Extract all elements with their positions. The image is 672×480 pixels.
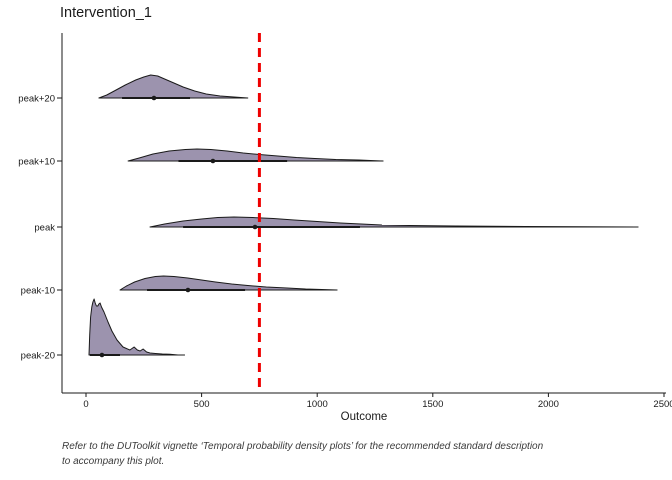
density-row-peak+20: [98, 74, 249, 101]
x-axis-title: Outcome: [340, 411, 388, 423]
x-tick-label: 2500: [653, 399, 672, 410]
y-axis-label: peak-20: [21, 351, 55, 362]
density-curve: [119, 275, 338, 291]
caption-line-2: to accompany this plot.: [62, 456, 165, 467]
x-tick-label: 1500: [422, 399, 443, 410]
x-tick-label: 0: [83, 399, 88, 410]
density-curve: [149, 216, 639, 228]
density-curve: [88, 298, 179, 356]
median-point: [252, 224, 258, 230]
x-tick-label: 2000: [538, 399, 559, 410]
density-row-peak+10: [127, 148, 384, 164]
median-point: [210, 158, 216, 164]
density-row-peak-20: [88, 298, 185, 358]
x-tick-label: 500: [194, 399, 210, 410]
median-point: [99, 352, 105, 358]
density-curve: [127, 148, 384, 162]
y-axis-label: peak-10: [21, 286, 55, 297]
density-row-peak-10: [119, 275, 338, 293]
median-point: [185, 287, 191, 293]
density-row-peak: [149, 216, 639, 230]
y-axis-label: peak+20: [18, 94, 55, 105]
caption-line-1: Refer to the DUToolkit vignette ‘Tempora…: [62, 441, 544, 452]
median-point: [151, 95, 157, 101]
chart-title: Intervention_1: [60, 5, 152, 21]
x-tick-label: 1000: [307, 399, 328, 410]
y-axis-label: peak+10: [18, 157, 55, 168]
density-curve: [98, 74, 249, 99]
caption: Refer to the DUToolkit vignette ‘Tempora…: [62, 439, 543, 469]
y-axis-label: peak: [34, 223, 55, 234]
